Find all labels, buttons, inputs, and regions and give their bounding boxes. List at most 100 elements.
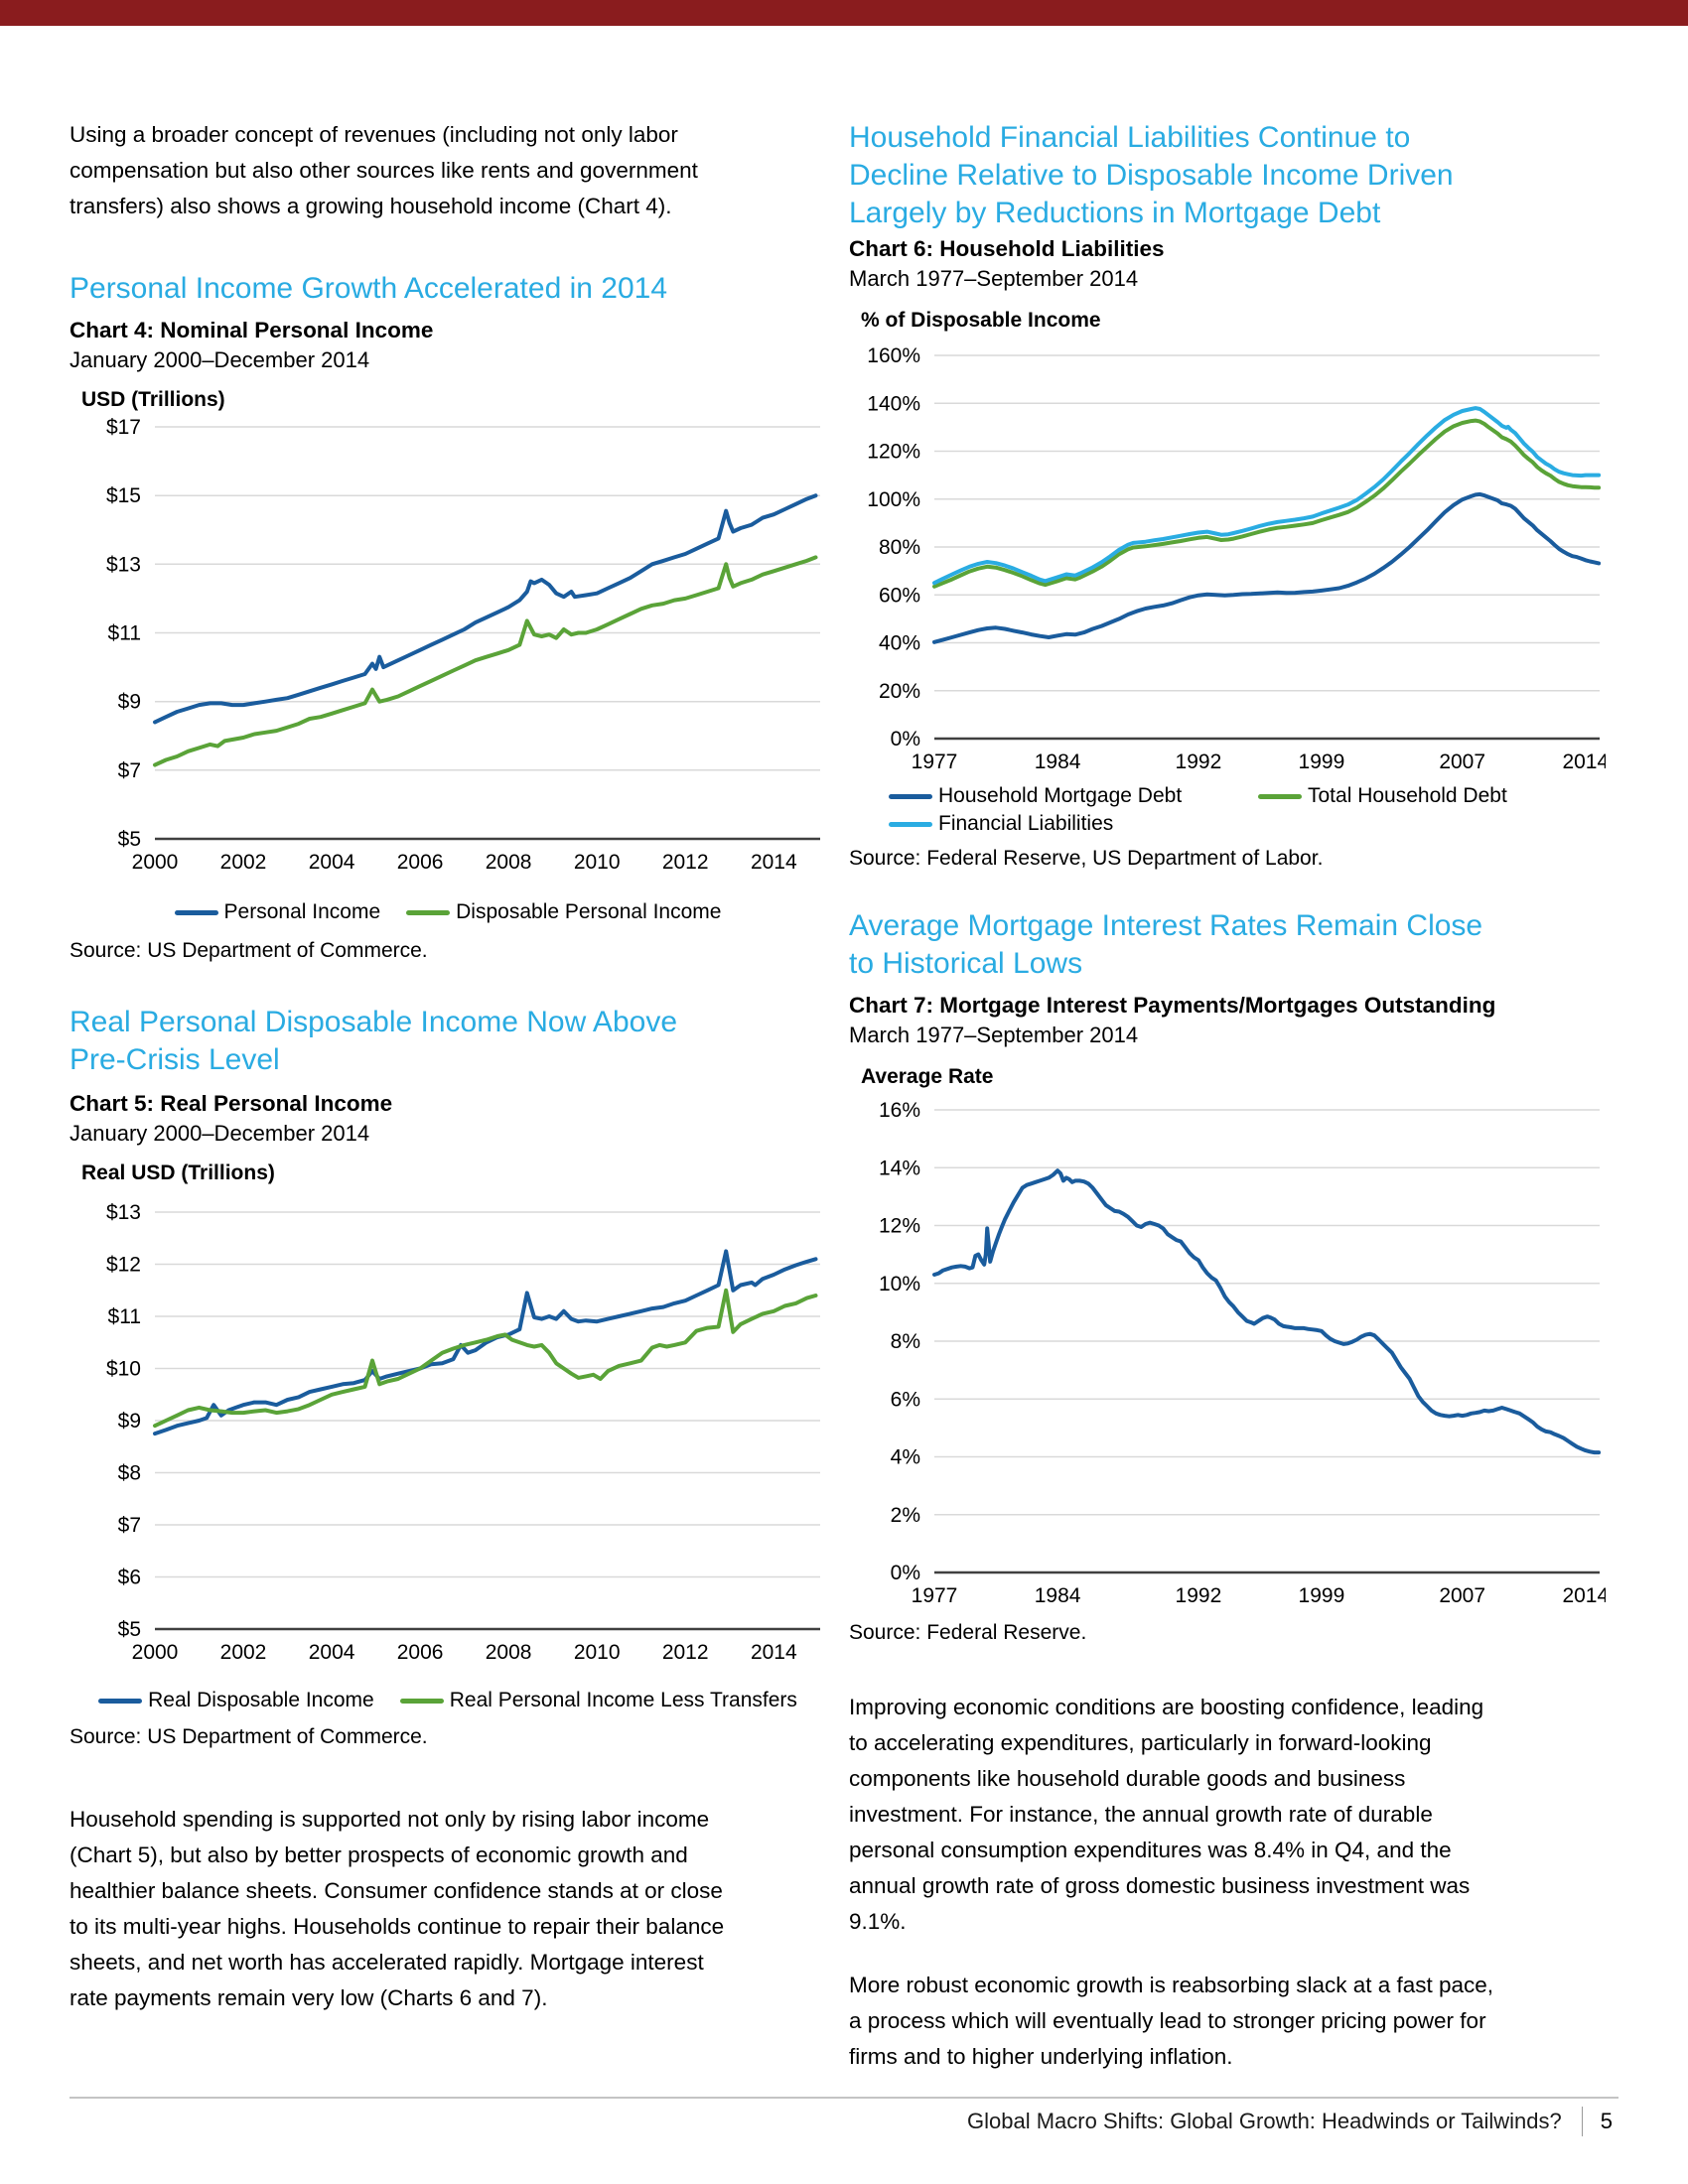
legend-item: Real Personal Income Less Transfers [399,1689,797,1712]
legend-swatch [98,1698,143,1704]
chart-6-source: Source: Federal Reserve, US Department o… [849,847,1324,870]
svg-text:160%: 160% [867,344,920,367]
top-accent-bar [0,0,1688,26]
section-heading-real-income: Real Personal Disposable Income Now Abov… [70,1006,677,1076]
svg-text:2004: 2004 [309,1641,355,1664]
chart-6-legend: Household Mortgage Debt Total Household D… [889,784,1606,836]
svg-text:2012: 2012 [662,1641,709,1664]
svg-text:2007: 2007 [1439,751,1485,773]
svg-text:2%: 2% [891,1504,920,1527]
legend-swatch [399,1698,444,1704]
svg-text:$8: $8 [118,1462,141,1485]
chart-6-title: Chart 6: Household Liabilities [849,236,1165,261]
svg-text:2006: 2006 [397,1641,444,1664]
legend-swatch [174,909,218,915]
svg-text:1984: 1984 [1035,751,1081,773]
legend-item: Disposable Personal Income [406,900,721,924]
svg-text:1984: 1984 [1035,1584,1081,1607]
legend-label: Financial Liabilities [938,812,1114,835]
footer-report-title: Global Macro Shifts: Global Growth: Head… [967,2109,1562,2133]
svg-text:$11: $11 [108,622,141,645]
chart-5-subtitle: January 2000–December 2014 [70,1121,370,1146]
legend-label: Personal Income [223,900,381,923]
chart-6-block: Chart 6: Household Liabilities March 197… [849,234,1606,872]
legend-swatch [889,821,932,827]
svg-text:60%: 60% [879,584,920,607]
footer: Global Macro Shifts: Global Growth: Head… [70,2107,1618,2136]
legend-swatch [1258,793,1302,799]
legend-swatch [406,909,451,915]
svg-text:$6: $6 [118,1567,141,1589]
chart-4-block: Chart 4: Nominal Personal Income January… [70,316,826,964]
svg-text:2000: 2000 [132,1641,179,1664]
svg-text:2014: 2014 [751,851,797,874]
confidence-paragraph: Improving economic conditions are boosti… [849,1695,1484,1934]
legend-label: Real Disposable Income [148,1689,374,1711]
chart-5-y-axis-label: Real USD (Trillions) [81,1161,275,1184]
svg-text:$10: $10 [106,1358,141,1381]
legend-item: Personal Income [174,900,381,924]
svg-text:14%: 14% [879,1157,920,1179]
legend-item: Total Household Debt [1258,784,1507,808]
svg-text:6%: 6% [891,1388,920,1411]
svg-text:$7: $7 [118,759,141,782]
section-heading-personal-income: Personal Income Growth Accelerated in 20… [70,272,668,305]
svg-text:12%: 12% [879,1215,920,1238]
svg-text:2008: 2008 [486,1641,532,1664]
chart-4-legend: Personal Income Disposable Personal Incom… [70,900,826,924]
chart-4-subtitle: January 2000–December 2014 [70,347,370,372]
svg-text:100%: 100% [867,488,920,511]
svg-text:$5: $5 [118,828,141,851]
page-number: 5 [1600,2109,1613,2133]
chart-5-block: Chart 5: Real Personal Income January 20… [70,1089,826,1750]
chart-5-legend: Real Disposable Income Real Personal Inco… [70,1689,826,1712]
svg-text:$17: $17 [106,416,141,439]
legend-swatch [889,793,932,799]
svg-text:1977: 1977 [912,1584,958,1607]
svg-text:2002: 2002 [220,1641,267,1664]
legend-item: Household Mortgage Debt [889,784,1258,808]
svg-text:1992: 1992 [1176,751,1222,773]
svg-text:$9: $9 [118,1410,141,1433]
svg-text:2002: 2002 [220,851,267,874]
svg-text:2014: 2014 [751,1641,797,1664]
svg-text:80%: 80% [879,536,920,559]
chart-4-source: Source: US Department of Commerce. [70,939,428,962]
chart-7-title: Chart 7: Mortgage Interest Payments/Mort… [849,993,1496,1018]
legend-label: Real Personal Income Less Transfers [449,1689,797,1711]
svg-text:$5: $5 [118,1618,141,1641]
legend-label: Disposable Personal Income [456,900,722,923]
chart-6-y-axis-label: % of Disposable Income [861,309,1101,332]
svg-text:1977: 1977 [912,751,958,773]
svg-text:2014: 2014 [1562,1584,1606,1607]
legend-label: Household Mortgage Debt [938,784,1183,807]
svg-text:$9: $9 [118,691,141,714]
svg-text:$13: $13 [106,1201,141,1224]
right-column: Household Financial Liabilities Continue… [849,0,1606,2075]
chart-4-title: Chart 4: Nominal Personal Income [70,318,434,342]
svg-text:120%: 120% [867,441,920,464]
svg-text:8%: 8% [891,1330,920,1353]
closing-paragraph: Household spending is supported not only… [70,1807,725,2010]
chart-4-y-axis-label: USD (Trillions) [81,388,225,411]
svg-text:$15: $15 [106,484,141,507]
svg-text:2012: 2012 [662,851,709,874]
footer-rule [70,2097,1618,2099]
svg-text:$7: $7 [118,1514,141,1537]
chart-6-canvas: 160% 140% 120% 100% 80% 60% 40% 20% 0%1977 1984 19… [867,344,1606,773]
svg-text:1992: 1992 [1176,1584,1222,1607]
chart-7-block: Chart 7: Mortgage Interest Payments/Mort… [849,991,1606,1646]
legend-item: Financial Liabilities [889,812,1258,836]
svg-text:140%: 140% [867,392,920,415]
chart-5-title: Chart 5: Real Personal Income [70,1091,393,1116]
svg-text:$13: $13 [106,553,141,576]
svg-text:2006: 2006 [397,851,444,874]
svg-text:$11: $11 [108,1305,141,1328]
chart-7-subtitle: March 1977–September 2014 [849,1023,1139,1047]
svg-text:1999: 1999 [1299,751,1345,773]
growth-paragraph: More robust economic growth is reabsorbi… [849,1973,1494,2069]
svg-text:4%: 4% [891,1446,920,1469]
